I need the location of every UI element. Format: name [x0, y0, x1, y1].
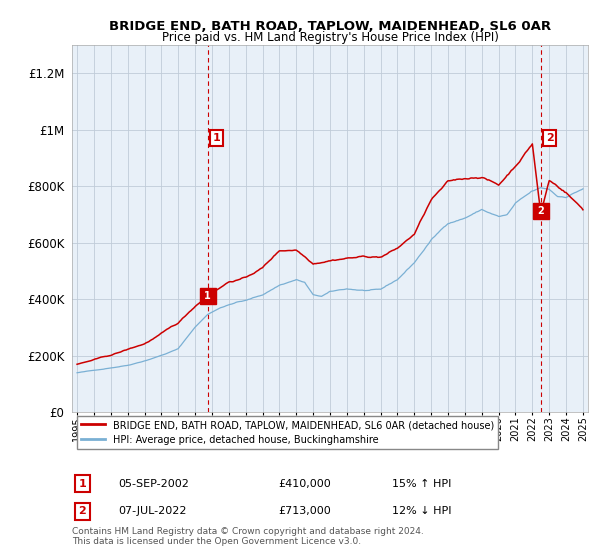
Legend: BRIDGE END, BATH ROAD, TAPLOW, MAIDENHEAD, SL6 0AR (detached house), HPI: Averag: BRIDGE END, BATH ROAD, TAPLOW, MAIDENHEA… — [77, 416, 498, 449]
Text: 15% ↑ HPI: 15% ↑ HPI — [392, 479, 451, 489]
Text: 05-SEP-2002: 05-SEP-2002 — [118, 479, 190, 489]
Text: Price paid vs. HM Land Registry's House Price Index (HPI): Price paid vs. HM Land Registry's House … — [161, 31, 499, 44]
Text: 2: 2 — [538, 206, 544, 216]
Text: 12% ↓ HPI: 12% ↓ HPI — [392, 506, 451, 516]
Text: BRIDGE END, BATH ROAD, TAPLOW, MAIDENHEAD, SL6 0AR: BRIDGE END, BATH ROAD, TAPLOW, MAIDENHEA… — [109, 20, 551, 32]
Text: £410,000: £410,000 — [278, 479, 331, 489]
Text: £713,000: £713,000 — [278, 506, 331, 516]
Text: 1: 1 — [213, 133, 221, 143]
Text: Contains HM Land Registry data © Crown copyright and database right 2024.
This d: Contains HM Land Registry data © Crown c… — [72, 526, 424, 546]
Text: 1: 1 — [79, 479, 86, 489]
Text: 2: 2 — [546, 133, 554, 143]
Text: 07-JUL-2022: 07-JUL-2022 — [118, 506, 187, 516]
Text: 1: 1 — [205, 291, 211, 301]
Text: 2: 2 — [79, 506, 86, 516]
